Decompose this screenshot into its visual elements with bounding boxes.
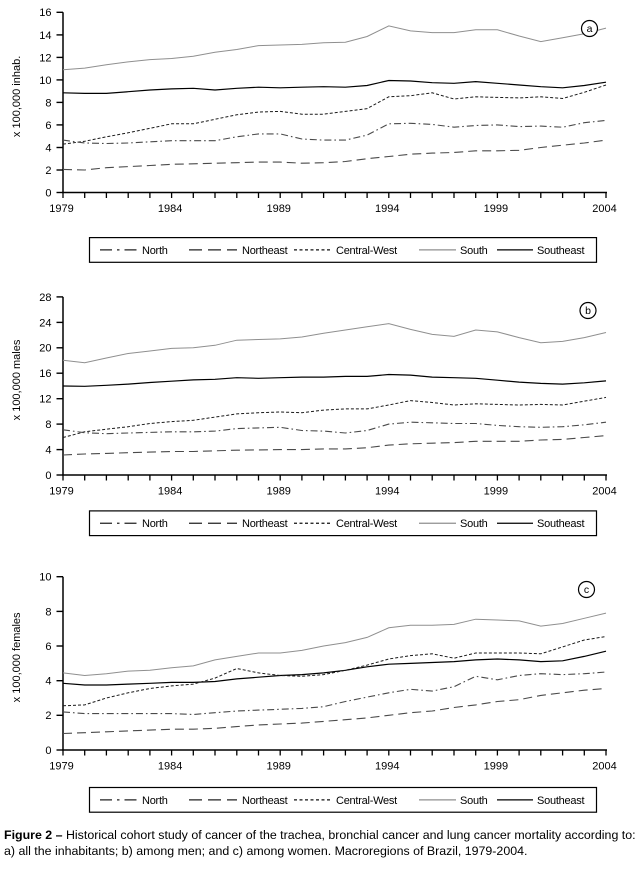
svg-text:1979: 1979 [49, 203, 73, 215]
svg-text:2: 2 [45, 710, 51, 722]
svg-text:North: North [142, 518, 168, 530]
svg-text:1994: 1994 [375, 203, 399, 215]
svg-text:8: 8 [45, 97, 51, 109]
svg-text:1999: 1999 [484, 203, 508, 215]
svg-text:8: 8 [45, 606, 51, 618]
svg-text:1989: 1989 [266, 761, 290, 773]
svg-text:12: 12 [39, 52, 51, 64]
svg-text:0: 0 [45, 745, 51, 757]
svg-text:Central-West: Central-West [336, 245, 397, 257]
svg-text:South: South [460, 518, 488, 530]
svg-text:20: 20 [39, 343, 51, 355]
svg-text:0: 0 [45, 187, 51, 199]
svg-text:Northeast: Northeast [242, 795, 288, 807]
svg-text:1989: 1989 [266, 203, 290, 215]
svg-text:1994: 1994 [375, 486, 399, 498]
svg-text:x 100,000 males: x 100,000 males [11, 339, 23, 420]
svg-text:1984: 1984 [158, 486, 182, 498]
svg-text:6: 6 [45, 641, 51, 653]
svg-text:South: South [460, 795, 488, 807]
svg-text:1979: 1979 [49, 761, 73, 773]
svg-text:1994: 1994 [375, 761, 399, 773]
svg-text:24: 24 [39, 317, 51, 329]
svg-text:1989: 1989 [266, 486, 290, 498]
svg-text:c: c [584, 584, 589, 596]
svg-text:4: 4 [45, 445, 51, 457]
svg-text:1984: 1984 [158, 203, 182, 215]
svg-text:10: 10 [39, 75, 51, 87]
svg-text:Northeast: Northeast [242, 518, 288, 530]
svg-text:Central-West: Central-West [336, 795, 397, 807]
svg-text:Central-West: Central-West [336, 518, 397, 530]
svg-text:2004: 2004 [592, 203, 616, 215]
svg-text:4: 4 [45, 142, 51, 154]
svg-text:1999: 1999 [484, 761, 508, 773]
svg-text:x 100,000 females: x 100,000 females [11, 612, 23, 702]
svg-text:28: 28 [39, 292, 51, 304]
svg-text:a: a [587, 23, 593, 35]
svg-text:16: 16 [39, 7, 51, 19]
svg-text:2004: 2004 [592, 486, 616, 498]
svg-text:8: 8 [45, 419, 51, 431]
svg-text:North: North [142, 245, 168, 257]
svg-text:Figure 2 – Historical cohort s: Figure 2 – Historical cohort study of ca… [4, 828, 636, 842]
svg-text:x 100,000 inhab.: x 100,000 inhab. [11, 56, 23, 137]
svg-text:Southeast: Southeast [537, 245, 584, 257]
svg-text:1979: 1979 [49, 486, 73, 498]
svg-text:1984: 1984 [158, 761, 182, 773]
svg-text:4: 4 [45, 676, 51, 688]
svg-text:10: 10 [39, 572, 51, 584]
svg-text:2004: 2004 [592, 761, 616, 773]
svg-text:Northeast: Northeast [242, 245, 288, 257]
svg-text:a) all the inhabitants; b) amo: a) all the inhabitants; b) among men; an… [4, 844, 527, 858]
svg-text:Southeast: Southeast [537, 518, 584, 530]
svg-text:0: 0 [45, 470, 51, 482]
svg-text:2: 2 [45, 165, 51, 177]
svg-text:14: 14 [39, 30, 51, 42]
svg-text:South: South [460, 245, 488, 257]
svg-text:b: b [585, 305, 591, 317]
svg-text:1999: 1999 [484, 486, 508, 498]
svg-text:12: 12 [39, 394, 51, 406]
svg-text:16: 16 [39, 368, 51, 380]
svg-text:Southeast: Southeast [537, 795, 584, 807]
svg-text:North: North [142, 795, 168, 807]
svg-text:6: 6 [45, 120, 51, 132]
